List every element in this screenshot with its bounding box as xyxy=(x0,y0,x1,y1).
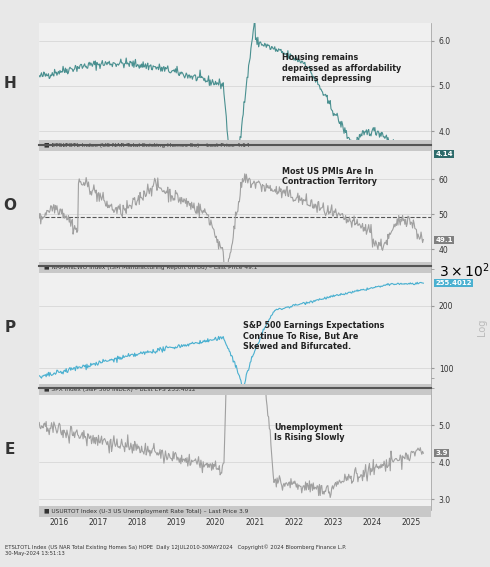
Text: Log: Log xyxy=(477,319,487,336)
Text: E: E xyxy=(4,442,15,457)
Text: 4.14: 4.14 xyxy=(436,151,453,156)
Text: 255.4012: 255.4012 xyxy=(436,280,472,286)
Text: ETSLTOTL Index (US NAR Total Existing Homes Sa) HOPE  Daily 12JUL2010-30MAY2024 : ETSLTOTL Index (US NAR Total Existing Ho… xyxy=(5,544,346,556)
Text: 49.1: 49.1 xyxy=(436,236,453,243)
Text: S&P 500 Earnings Expectations
Continue To Rise, But Are
Skewed and Bifurcated.: S&P 500 Earnings Expectations Continue T… xyxy=(243,321,385,351)
Text: Most US PMIs Are In
Contraction Territory: Most US PMIs Are In Contraction Territor… xyxy=(282,167,377,186)
Text: ■ USURTOT Index (U-3 US Unemployment Rate Total) – Last Price 3.9: ■ USURTOT Index (U-3 US Unemployment Rat… xyxy=(44,509,248,514)
Text: ■ ETSLTOTL Index (US NAR Total Existing Homes Sa) – Last Price 4.14: ■ ETSLTOTL Index (US NAR Total Existing … xyxy=(44,143,250,148)
Text: ■ SPX Index (S&P 500 INDEX) – BEst EPS 255.4012: ■ SPX Index (S&P 500 INDEX) – BEst EPS 2… xyxy=(44,387,196,392)
Text: Housing remains
depressed as affordability
remains depressing: Housing remains depressed as affordabili… xyxy=(282,53,401,83)
Text: H: H xyxy=(3,76,16,91)
Text: 3.9: 3.9 xyxy=(436,450,448,456)
Text: Unemployment
Is Rising Slowly: Unemployment Is Rising Slowly xyxy=(274,422,345,442)
Text: P: P xyxy=(4,320,15,335)
Text: ■ NAPMNEWO Index (ISM Manufacturing Report on Bu) – Last Price 49.1: ■ NAPMNEWO Index (ISM Manufacturing Repo… xyxy=(44,265,257,270)
Text: O: O xyxy=(3,198,16,213)
